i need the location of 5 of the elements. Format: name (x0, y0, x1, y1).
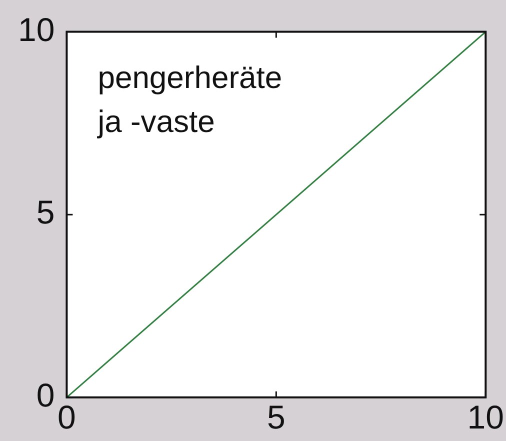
y-tick-label: 5 (36, 194, 55, 231)
x-tick-label: 5 (266, 398, 286, 436)
annotation: pengerheräte ja -vaste (96, 60, 282, 139)
y-tick-label: 10 (18, 10, 55, 48)
x-tick-label: 10 (467, 398, 504, 436)
